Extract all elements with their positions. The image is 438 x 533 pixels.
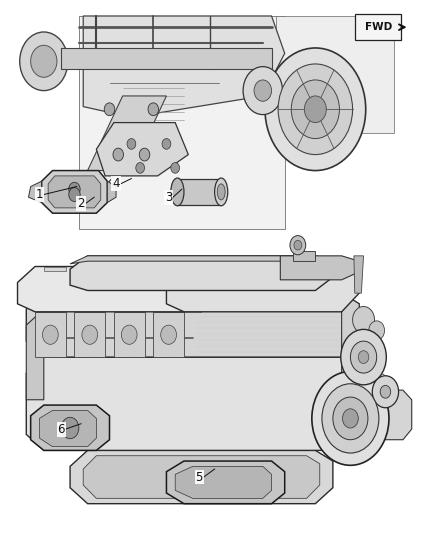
Circle shape bbox=[42, 325, 58, 344]
Polygon shape bbox=[166, 266, 359, 312]
Polygon shape bbox=[175, 466, 272, 498]
Circle shape bbox=[353, 306, 374, 333]
Circle shape bbox=[31, 45, 57, 77]
Polygon shape bbox=[153, 312, 184, 357]
Text: 4: 4 bbox=[112, 177, 120, 190]
Polygon shape bbox=[26, 357, 359, 450]
Circle shape bbox=[127, 139, 136, 149]
Polygon shape bbox=[354, 256, 364, 293]
Polygon shape bbox=[293, 251, 315, 261]
Polygon shape bbox=[96, 123, 188, 176]
Text: FWD: FWD bbox=[365, 22, 392, 32]
Ellipse shape bbox=[217, 184, 225, 200]
Polygon shape bbox=[88, 96, 166, 171]
Polygon shape bbox=[74, 312, 105, 357]
Text: 1: 1 bbox=[35, 188, 43, 201]
Circle shape bbox=[254, 80, 272, 101]
Polygon shape bbox=[114, 312, 145, 357]
Circle shape bbox=[372, 376, 399, 408]
Text: 6: 6 bbox=[57, 423, 65, 435]
Circle shape bbox=[350, 341, 377, 373]
Polygon shape bbox=[166, 461, 285, 504]
Circle shape bbox=[304, 96, 326, 123]
Circle shape bbox=[161, 325, 177, 344]
Circle shape bbox=[341, 329, 386, 385]
Polygon shape bbox=[39, 410, 96, 447]
Circle shape bbox=[312, 372, 389, 465]
Polygon shape bbox=[83, 16, 285, 117]
Circle shape bbox=[171, 163, 180, 173]
Polygon shape bbox=[342, 293, 359, 450]
Circle shape bbox=[69, 188, 80, 201]
Circle shape bbox=[322, 384, 379, 453]
Text: 5: 5 bbox=[196, 471, 203, 483]
Text: 2: 2 bbox=[77, 197, 85, 210]
Circle shape bbox=[358, 351, 369, 364]
Circle shape bbox=[265, 48, 366, 171]
Circle shape bbox=[148, 103, 159, 116]
Polygon shape bbox=[35, 312, 66, 357]
Circle shape bbox=[290, 236, 306, 255]
Polygon shape bbox=[350, 390, 412, 440]
Polygon shape bbox=[70, 256, 333, 269]
Circle shape bbox=[121, 325, 137, 344]
Circle shape bbox=[61, 417, 79, 439]
FancyBboxPatch shape bbox=[355, 14, 401, 40]
Circle shape bbox=[20, 32, 68, 91]
Polygon shape bbox=[105, 266, 127, 271]
Polygon shape bbox=[44, 266, 66, 271]
Polygon shape bbox=[28, 181, 42, 203]
Polygon shape bbox=[136, 266, 158, 271]
Polygon shape bbox=[79, 16, 285, 229]
Polygon shape bbox=[48, 176, 101, 208]
Polygon shape bbox=[107, 181, 116, 203]
Circle shape bbox=[369, 321, 385, 340]
Circle shape bbox=[343, 409, 358, 428]
Polygon shape bbox=[177, 179, 221, 205]
Ellipse shape bbox=[215, 178, 228, 206]
Polygon shape bbox=[26, 293, 359, 357]
Polygon shape bbox=[26, 309, 44, 400]
Polygon shape bbox=[18, 266, 219, 312]
Circle shape bbox=[333, 397, 368, 440]
Circle shape bbox=[139, 148, 150, 161]
Polygon shape bbox=[96, 261, 315, 272]
Circle shape bbox=[294, 240, 302, 250]
Text: 3: 3 bbox=[165, 191, 172, 204]
Polygon shape bbox=[70, 450, 333, 504]
Circle shape bbox=[69, 182, 80, 196]
Circle shape bbox=[278, 64, 353, 155]
Circle shape bbox=[291, 80, 339, 139]
Polygon shape bbox=[276, 16, 394, 133]
Polygon shape bbox=[83, 456, 320, 498]
Polygon shape bbox=[42, 171, 107, 213]
Circle shape bbox=[104, 103, 115, 116]
Circle shape bbox=[243, 67, 283, 115]
Polygon shape bbox=[31, 405, 110, 450]
Polygon shape bbox=[61, 48, 272, 69]
Polygon shape bbox=[74, 266, 96, 271]
Circle shape bbox=[136, 163, 145, 173]
Ellipse shape bbox=[171, 178, 184, 206]
Circle shape bbox=[113, 148, 124, 161]
Circle shape bbox=[380, 385, 391, 398]
Polygon shape bbox=[280, 256, 359, 280]
Polygon shape bbox=[70, 256, 333, 290]
Circle shape bbox=[162, 139, 171, 149]
Polygon shape bbox=[166, 266, 188, 271]
Circle shape bbox=[82, 325, 98, 344]
